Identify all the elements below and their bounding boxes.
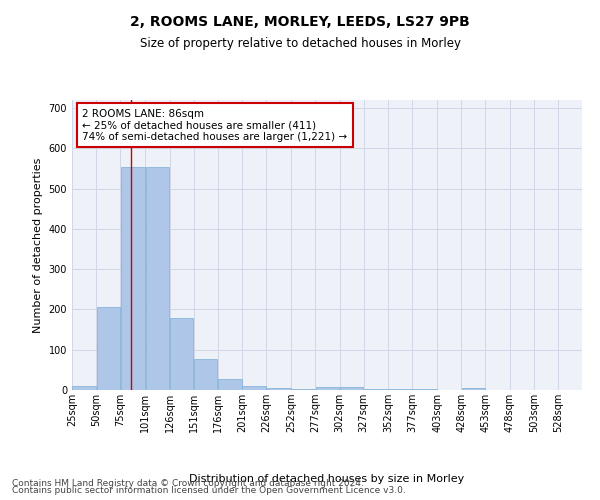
Bar [170, 318, 193, 390]
Bar [194, 358, 217, 390]
Text: Size of property relative to detached houses in Morley: Size of property relative to detached ho… [139, 38, 461, 51]
Bar [462, 388, 485, 390]
Text: 2, ROOMS LANE, MORLEY, LEEDS, LS27 9PB: 2, ROOMS LANE, MORLEY, LEEDS, LS27 9PB [130, 15, 470, 29]
Bar [412, 389, 437, 390]
Bar [364, 389, 388, 390]
Bar [266, 388, 291, 390]
X-axis label: Distribution of detached houses by size in Morley: Distribution of detached houses by size … [190, 474, 464, 484]
Text: Contains public sector information licensed under the Open Government Licence v3: Contains public sector information licen… [12, 486, 406, 495]
Bar [218, 378, 242, 390]
Bar [73, 386, 95, 390]
Bar [292, 389, 315, 390]
Text: Contains HM Land Registry data © Crown copyright and database right 2024.: Contains HM Land Registry data © Crown c… [12, 478, 364, 488]
Bar [146, 168, 169, 390]
Y-axis label: Number of detached properties: Number of detached properties [33, 158, 43, 332]
Bar [121, 168, 145, 390]
Bar [242, 386, 266, 390]
Bar [340, 387, 363, 390]
Bar [388, 389, 412, 390]
Bar [316, 387, 339, 390]
Bar [97, 306, 120, 390]
Text: 2 ROOMS LANE: 86sqm
← 25% of detached houses are smaller (411)
74% of semi-detac: 2 ROOMS LANE: 86sqm ← 25% of detached ho… [82, 108, 347, 142]
